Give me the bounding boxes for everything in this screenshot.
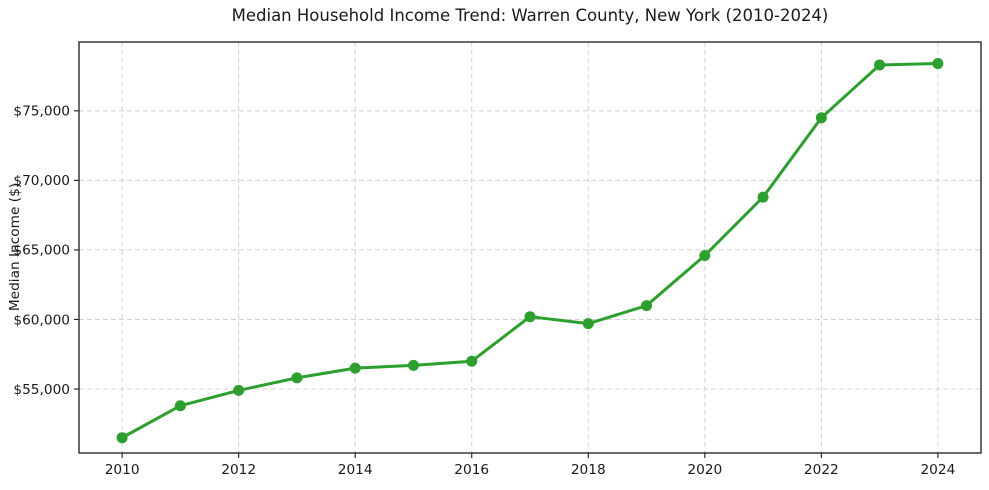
data-point-2013	[291, 372, 303, 384]
data-point-2017	[524, 311, 536, 323]
data-point-2010	[116, 432, 128, 444]
data-point-2022	[815, 112, 827, 124]
x-tick-label: 2018	[571, 462, 606, 478]
x-tick-label: 2020	[687, 462, 722, 478]
data-point-2024	[932, 58, 944, 70]
x-tick-label: 2012	[221, 462, 256, 478]
data-point-2015	[407, 359, 419, 371]
x-tick-label: 2024	[920, 462, 955, 478]
chart-title: Median Household Income Trend: Warren Co…	[231, 6, 829, 25]
x-tick-label: 2014	[338, 462, 373, 478]
trend-line	[120, 62, 940, 440]
data-point-2014	[349, 362, 361, 374]
x-tick-label: 2010	[105, 462, 140, 478]
data-point-2019	[641, 300, 653, 312]
y-tick-label: $55,000	[13, 382, 70, 398]
y-tick-label: $60,000	[13, 312, 70, 328]
axis-frame	[78, 41, 982, 454]
data-point-2016	[466, 355, 478, 367]
x-tick-label: 2016	[454, 462, 489, 478]
data-point-2012	[233, 384, 245, 396]
y-tick-label: $70,000	[13, 173, 70, 189]
y-axis-label: Median Income ($)	[7, 182, 23, 312]
y-tick-label: $75,000	[13, 104, 70, 120]
data-point-2021	[757, 191, 769, 203]
data-point-2020	[699, 249, 711, 261]
data-point-2011	[174, 400, 186, 412]
y-tick-label: $65,000	[13, 243, 70, 259]
x-tick-label: 2022	[804, 462, 839, 478]
data-point-2018	[582, 318, 594, 330]
data-point-2023	[874, 59, 886, 71]
